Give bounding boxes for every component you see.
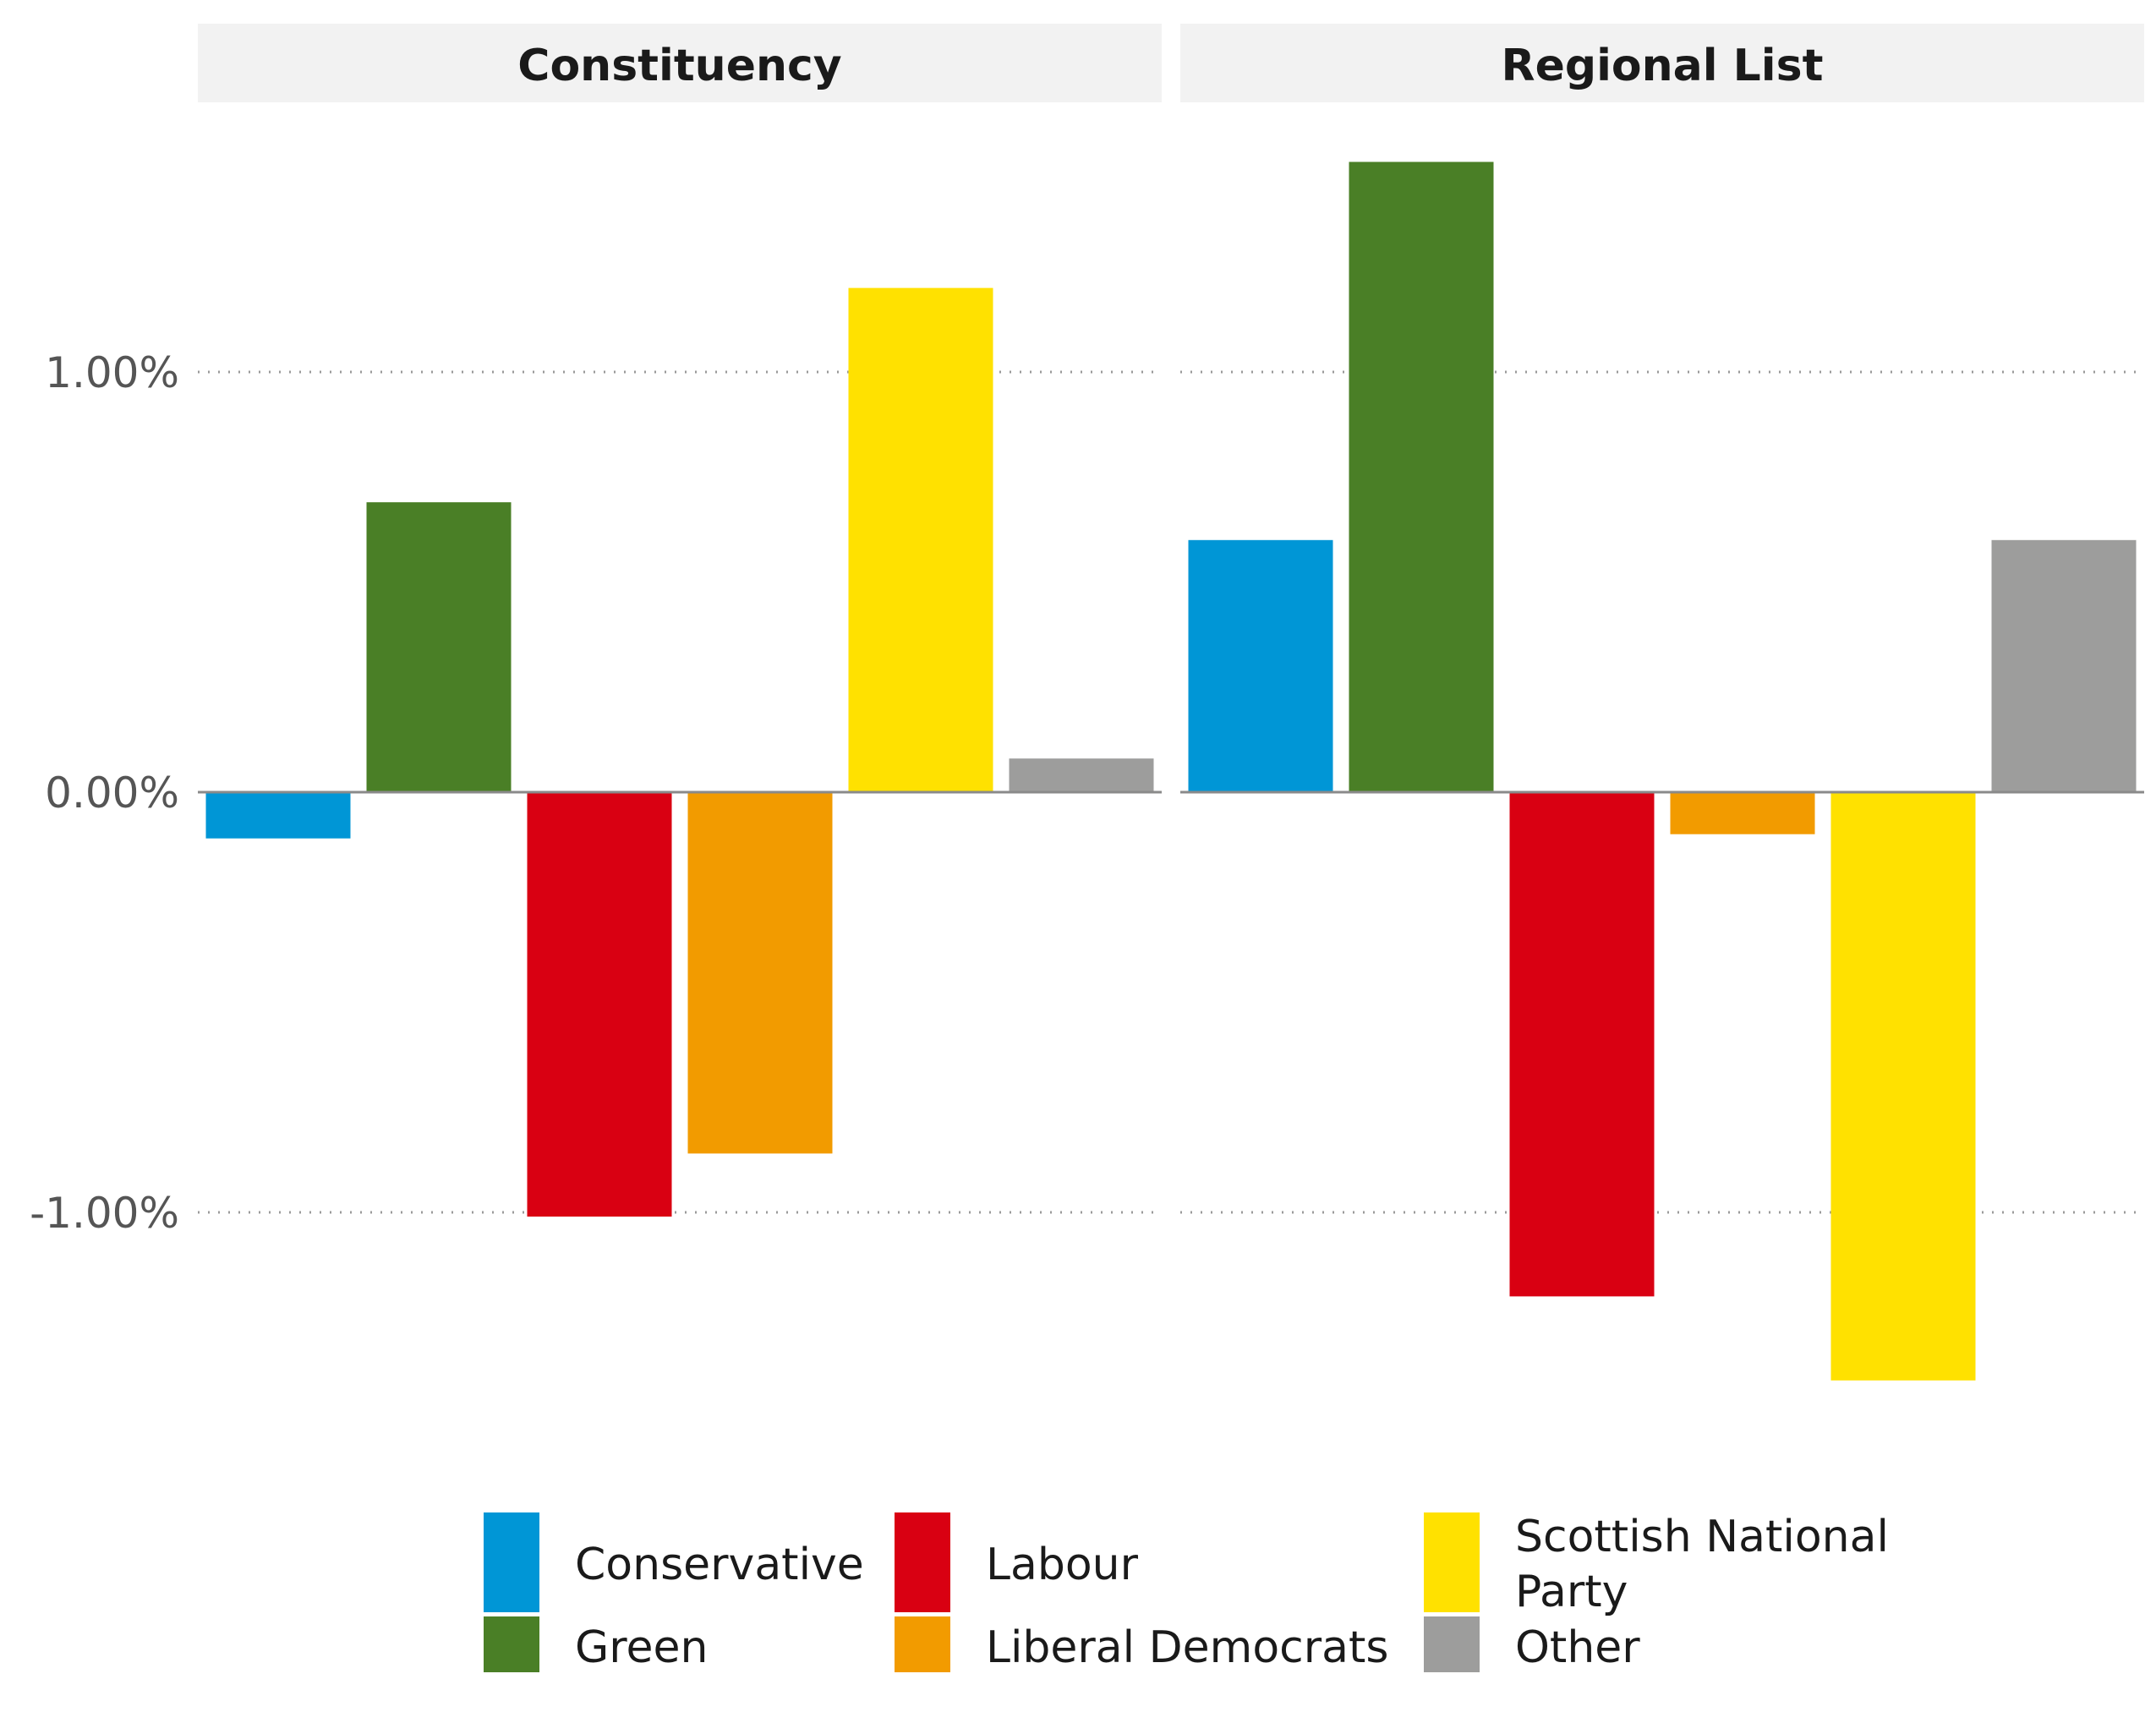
bar-constituency-conservative xyxy=(205,792,351,839)
y-tick-label-minus1: -1.00% xyxy=(30,1189,179,1238)
legend-key-liberal-democrats xyxy=(895,1616,950,1672)
legend-key-snp xyxy=(1424,1512,1480,1612)
y-tick-label-1: 1.00% xyxy=(45,348,179,397)
legend-label-snp-line1: Scottish National xyxy=(1515,1512,1889,1562)
legend: Conservative Green Labour Liberal Democr… xyxy=(484,1512,1889,1673)
bars-regional xyxy=(1188,161,2137,1381)
y-tick-label-0: 0.00% xyxy=(45,768,179,818)
bar-constituency-liberal-democrats xyxy=(687,792,833,1154)
strip-label-regional-list: Regional List xyxy=(1502,41,1824,91)
strip-label-constituency: Constituency xyxy=(517,41,841,91)
strip-regional-list xyxy=(1180,24,2144,102)
legend-key-labour xyxy=(895,1512,950,1612)
legend-label-snp-line2: Party xyxy=(1515,1567,1628,1617)
bar-regional-snp xyxy=(1830,792,1976,1381)
legend-label-labour: Labour xyxy=(986,1540,1139,1590)
legend-key-conservative xyxy=(484,1512,539,1612)
legend-key-other xyxy=(1424,1616,1480,1672)
legend-key-green xyxy=(484,1616,539,1672)
bar-constituency-snp xyxy=(848,287,993,793)
legend-label-liberal-democrats: Liberal Democrats xyxy=(986,1622,1388,1673)
bar-constituency-labour xyxy=(527,792,672,1217)
bar-regional-liberal-democrats xyxy=(1670,792,1815,834)
strip-constituency xyxy=(198,24,1162,102)
bar-constituency-other xyxy=(1009,758,1154,792)
bar-regional-labour xyxy=(1509,792,1655,1297)
bar-regional-green xyxy=(1349,161,1494,792)
bar-regional-other xyxy=(1991,539,2137,792)
bar-constituency-green xyxy=(366,502,512,792)
bar-regional-conservative xyxy=(1188,539,1333,792)
legend-label-conservative: Conservative xyxy=(575,1540,864,1590)
legend-label-other: Other xyxy=(1515,1622,1640,1673)
legend-label-green: Green xyxy=(575,1622,708,1673)
bars-constituency xyxy=(205,287,1154,1217)
